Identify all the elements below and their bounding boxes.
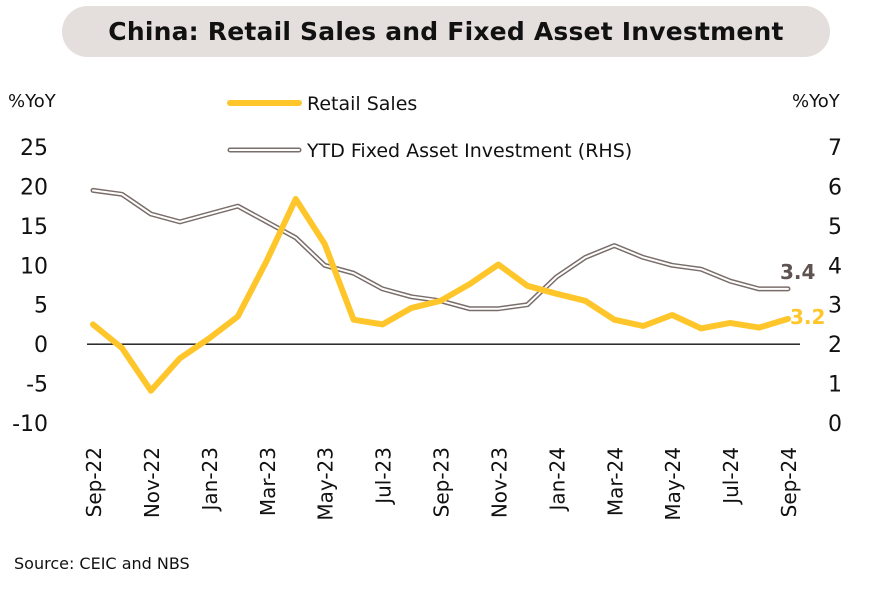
left-tick-label: 0 bbox=[34, 333, 48, 358]
left-tick-label: 15 bbox=[20, 215, 48, 240]
source-note: Source: CEIC and NBS bbox=[14, 554, 190, 573]
right-tick-label: 6 bbox=[828, 175, 842, 200]
x-tick-label: Sep-22 bbox=[82, 447, 106, 517]
x-tick-label: Nov-22 bbox=[140, 447, 164, 518]
left-axis-unit: %YoY bbox=[8, 91, 57, 112]
fai-end-label: 3.4 bbox=[780, 260, 815, 284]
x-tick-label: Mar-24 bbox=[603, 447, 627, 516]
x-tick-label: Sep-24 bbox=[777, 447, 801, 517]
x-tick-label: Mar-23 bbox=[256, 447, 280, 516]
right-tick-label: 4 bbox=[828, 254, 842, 279]
right-tick-label: 2 bbox=[828, 333, 842, 358]
left-tick-label: -10 bbox=[12, 412, 48, 437]
x-tick-label: Jan-24 bbox=[545, 447, 569, 513]
x-tick-label: Jan-23 bbox=[198, 447, 222, 513]
x-tick-label: Jul-23 bbox=[372, 447, 396, 506]
right-tick-label: 3 bbox=[828, 294, 842, 319]
x-tick-label: May-24 bbox=[661, 447, 685, 521]
right-tick-label: 1 bbox=[828, 373, 842, 398]
left-tick-label: -5 bbox=[26, 373, 48, 398]
right-tick-label: 7 bbox=[828, 136, 842, 161]
left-tick-label: 5 bbox=[34, 294, 48, 319]
legend-label-retail: Retail Sales bbox=[307, 93, 417, 115]
chart-title-banner: China: Retail Sales and Fixed Asset Inve… bbox=[62, 6, 830, 57]
left-tick-label: 20 bbox=[20, 175, 48, 200]
legend-label-fai: YTD Fixed Asset Investment (RHS) bbox=[306, 140, 632, 162]
retail-sales-line bbox=[90, 196, 791, 394]
right-tick-label: 0 bbox=[828, 412, 842, 437]
right-tick-label: 5 bbox=[828, 215, 842, 240]
x-tick-label: May-23 bbox=[314, 447, 338, 521]
retail-end-label: 3.2 bbox=[790, 305, 825, 329]
x-tick-label: Sep-23 bbox=[430, 447, 454, 517]
x-tick-label: Jul-24 bbox=[719, 447, 743, 506]
fai-line bbox=[92, 189, 789, 310]
fai-line-outline bbox=[90, 187, 791, 312]
right-axis-unit: %YoY bbox=[792, 91, 841, 112]
chart-title: China: Retail Sales and Fixed Asset Inve… bbox=[108, 17, 784, 46]
left-tick-label: 10 bbox=[20, 254, 48, 279]
x-tick-label: Nov-23 bbox=[487, 447, 511, 518]
left-tick-label: 25 bbox=[20, 136, 48, 161]
